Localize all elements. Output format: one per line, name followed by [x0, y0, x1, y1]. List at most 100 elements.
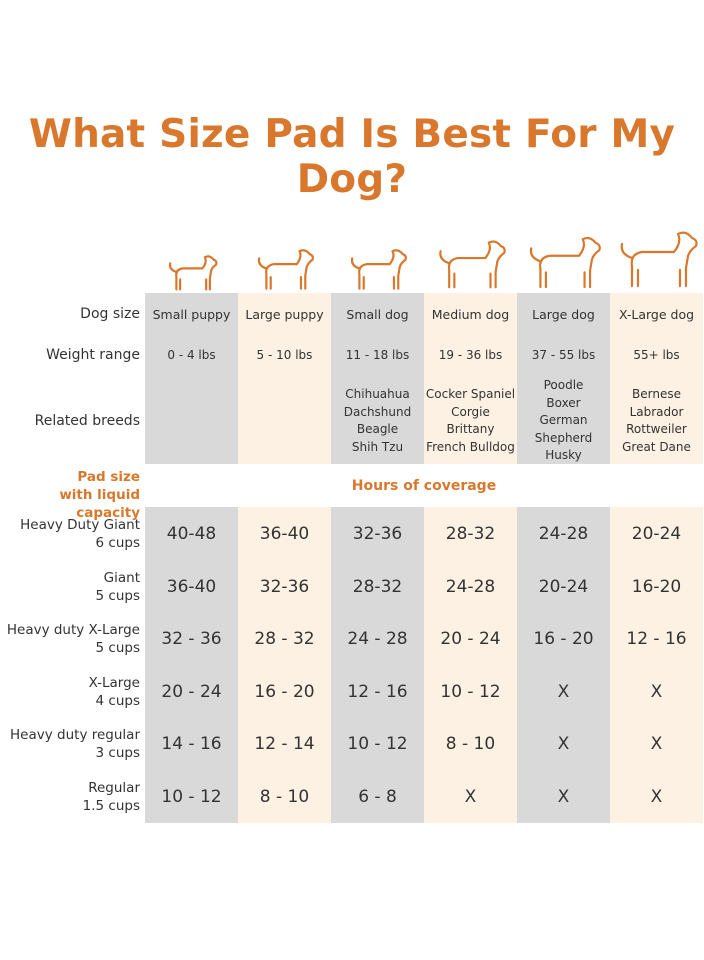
dog-silhouette-icon	[522, 230, 605, 294]
hours-cell: X	[650, 734, 663, 754]
dog-silhouette-icon	[345, 244, 410, 294]
hours-cell: 20-24	[631, 524, 682, 544]
hours-cell: 32-36	[352, 524, 403, 544]
hours-cell: 12 - 16	[347, 681, 408, 702]
row-label-weight: Weight range	[46, 347, 140, 363]
hours-cell: 8 - 10	[259, 786, 310, 807]
dog-size-cell: Large puppy	[245, 307, 324, 322]
pad-size-label: Giant 5 cups	[0, 569, 140, 605]
pad-size-label: Heavy duty X-Large 5 cups	[0, 621, 140, 657]
hours-cell: 8 - 10	[445, 734, 496, 754]
hours-cell: 12 - 16	[626, 629, 687, 649]
column-bg-lower-5	[517, 507, 610, 823]
hours-cell: 14 - 16	[161, 734, 222, 754]
breed-name: Great Dane	[622, 439, 691, 454]
breed-name: Dachshund	[343, 404, 412, 419]
weight-range-cell: 11 - 18 lbs	[345, 348, 410, 362]
pad-name: Giant	[103, 569, 140, 586]
breed-name: Beagle	[356, 422, 399, 436]
pad-capacity: 1.5 cups	[82, 797, 140, 814]
weight-range-cell: 37 - 55 lbs	[531, 348, 596, 362]
hours-cell: 10 - 12	[347, 734, 408, 754]
hours-cell: X	[557, 786, 570, 807]
related-breeds-cell: Poodle Boxer German Shepherd Husky	[517, 377, 610, 465]
breed-name: German	[539, 413, 588, 428]
breed-name: Brittany	[446, 422, 495, 436]
hours-cell: 36-40	[166, 576, 217, 597]
dog-size-cell: X-Large dog	[618, 307, 695, 322]
pad-name: X-Large	[88, 674, 140, 691]
row-label-dog-size: Dog size	[80, 306, 140, 322]
hours-cell: 10 - 12	[440, 681, 501, 702]
dog-silhouette-icon	[252, 244, 317, 294]
dog-size-cell: Small dog	[346, 307, 409, 322]
hours-cell: 6 - 8	[358, 786, 397, 807]
dog-size-cell: Large dog	[532, 307, 595, 322]
dog-size-cell: Medium dog	[431, 307, 510, 322]
weight-range-cell: 0 - 4 lbs	[167, 348, 216, 362]
breed-name: French Bulldog	[426, 439, 515, 454]
pad-size-label: X-Large 4 cups	[0, 674, 140, 710]
breed-name: Boxer	[546, 395, 581, 410]
column-bg-3	[331, 293, 424, 464]
hours-cell: 24 - 28	[347, 629, 408, 649]
pad-size-label: Heavy Duty Giant 6 cups	[0, 516, 140, 552]
hours-cell: 32-36	[259, 576, 310, 597]
pad-size-label: Heavy duty regular 3 cups	[0, 726, 140, 762]
hours-cell: X	[650, 786, 663, 807]
breed-name: Shih Tzu	[351, 439, 404, 454]
pad-capacity: 4 cups	[95, 692, 140, 709]
hours-cell: 16 - 20	[533, 629, 594, 649]
hours-cell: X	[557, 681, 570, 702]
related-breeds-cell: Cocker Spaniel Corgie Brittany French Bulld…	[424, 386, 517, 456]
hours-cell: X	[650, 681, 663, 702]
column-bg-4	[424, 293, 517, 464]
breed-name: Poodle	[543, 378, 584, 393]
column-bg-6	[610, 293, 703, 464]
breed-name: Labrador	[629, 404, 684, 419]
hours-cell: 28-32	[352, 576, 403, 597]
dog-silhouette-icon	[164, 251, 220, 294]
column-bg-lower-6	[610, 507, 703, 823]
hours-cell: 36-40	[259, 524, 310, 544]
column-bg-1	[145, 293, 238, 464]
breed-name: Cocker Spaniel	[425, 387, 516, 401]
hours-cell: 24-28	[445, 576, 496, 597]
pad-size-heading-line2: with liquid capacity	[59, 487, 140, 521]
hours-cell: 28-32	[445, 524, 496, 544]
hours-cell: X	[557, 734, 570, 754]
pad-capacity: 5 cups	[95, 640, 140, 656]
hours-cell: 16-20	[631, 576, 682, 597]
hours-cell: 20 - 24	[440, 629, 501, 649]
hours-cell: 12 - 14	[254, 734, 315, 754]
weight-range-cell: 19 - 36 lbs	[438, 348, 503, 362]
breed-name: Corgie	[451, 404, 490, 419]
page-title: What Size Pad Is Best For My Dog?	[28, 112, 676, 202]
hours-cell: 28 - 32	[254, 629, 315, 649]
hours-cell: X	[464, 786, 477, 807]
breed-name: Husky	[545, 448, 582, 463]
pad-size-heading: Pad size with liquid capacity	[0, 468, 140, 522]
column-bg-lower-3	[331, 507, 424, 823]
dog-size-cell: Small puppy	[152, 307, 231, 322]
column-bg-lower-2	[238, 507, 331, 823]
hours-cell: 20 - 24	[161, 681, 222, 702]
column-bg-5	[517, 293, 610, 464]
pad-name: Heavy duty X-Large	[6, 622, 140, 638]
pad-name: Heavy duty regular	[10, 727, 140, 743]
pad-name: Regular	[88, 779, 140, 796]
pad-size-label: Regular 1.5 cups	[0, 779, 140, 815]
hours-cell: 32 - 36	[161, 629, 222, 649]
breed-name: Bernese	[632, 387, 681, 401]
breed-name: Rottweiler	[626, 422, 687, 436]
pad-size-heading-line1: Pad size	[77, 469, 140, 485]
dog-silhouette-icon	[432, 234, 509, 294]
pad-capacity: 3 cups	[95, 745, 140, 761]
dog-silhouette-icon	[612, 224, 702, 294]
breed-name: Shepherd	[534, 430, 593, 445]
pad-capacity: 6 cups	[95, 535, 140, 551]
pad-capacity: 5 cups	[95, 587, 140, 604]
weight-range-cell: 55+ lbs	[633, 348, 680, 362]
weight-range-cell: 5 - 10 lbs	[256, 348, 313, 362]
hours-cell: 40-48	[166, 524, 217, 544]
